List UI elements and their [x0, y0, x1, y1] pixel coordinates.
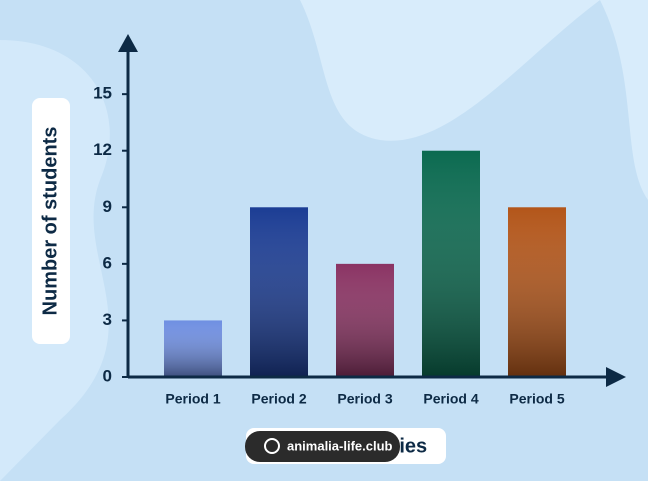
x-tick-label: Period 5 [509, 391, 564, 407]
y-label-box: Number of students [32, 98, 70, 344]
y-tick-label: 15 [93, 84, 112, 103]
bar-shade [508, 207, 566, 377]
x-axis-arrow [606, 367, 626, 387]
watermark-pill [245, 431, 400, 462]
background-blob [300, 0, 600, 141]
bar-shade [250, 207, 308, 377]
x-tick-label: Period 1 [165, 391, 220, 407]
y-tick-label: 3 [103, 310, 112, 329]
y-tick-label: 6 [103, 253, 112, 272]
x-tick-label: Period 4 [423, 391, 478, 407]
y-axis-label: Number of students [39, 127, 61, 316]
bar-shade [336, 263, 394, 377]
watermark: animalia-life.club [287, 438, 393, 453]
y-tick-label: 9 [103, 197, 112, 216]
background-blob [600, 0, 648, 200]
x-tick-label: Period 2 [251, 391, 306, 407]
x-tick-label: Period 3 [337, 391, 392, 407]
watermark-icon [264, 438, 280, 454]
plot: 0 3 6 9 12 15 Period 1 Period 2 Period 3 Period 4… [93, 84, 566, 407]
bar-shade [422, 150, 480, 377]
bar-shade [164, 320, 222, 377]
label-box [32, 98, 70, 344]
y-tick-label: 12 [93, 140, 112, 159]
y-axis-arrow [118, 34, 138, 52]
y-tick-label: 0 [103, 366, 112, 385]
